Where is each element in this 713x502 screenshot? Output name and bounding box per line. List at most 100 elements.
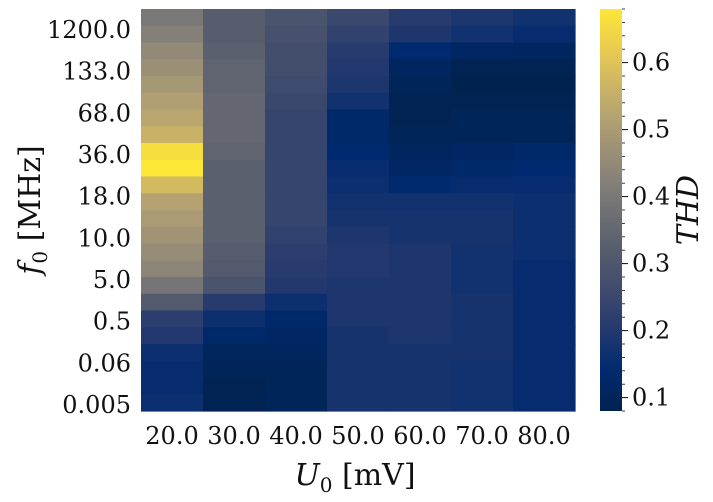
heatmap-cell <box>451 243 514 261</box>
heatmap-cell <box>141 126 204 144</box>
heatmap-cell <box>513 59 576 77</box>
y-tick-label: 68.0 <box>78 99 131 127</box>
heatmap-cell <box>141 25 204 44</box>
heatmap-cell <box>389 360 452 379</box>
heatmap-cell <box>327 126 390 144</box>
heatmap-cell <box>327 143 390 161</box>
heatmap-cell <box>451 42 514 60</box>
heatmap-cell <box>513 76 576 94</box>
heatmap-cells <box>141 9 576 412</box>
heatmap-cell <box>389 9 452 27</box>
heatmap-cell <box>327 193 390 211</box>
heatmap-cell <box>265 344 328 362</box>
y-tick-labels: 1200.0 133.0 68.0 36.0 18.0 10.0 5.0 0.5 0.06 0.0… <box>47 16 131 419</box>
heatmap-cell <box>389 260 452 278</box>
heatmap-cell <box>451 310 514 328</box>
heatmap-cell <box>141 193 204 211</box>
heatmap-cell <box>327 293 390 312</box>
y-tick-label: 0.06 <box>78 349 131 377</box>
x-tick-label: 20.0 <box>145 422 198 450</box>
heatmap-cell <box>451 394 514 412</box>
heatmap-cell <box>389 277 452 295</box>
heatmap-cell <box>141 260 204 278</box>
heatmap-cell <box>141 109 204 127</box>
y-tick-label: 18.0 <box>78 183 131 211</box>
heatmap-cell <box>203 377 266 395</box>
heatmap-cell <box>451 59 514 77</box>
heatmap-cell <box>389 293 452 312</box>
x-axis-label-main: U <box>294 458 321 493</box>
heatmap-cell <box>203 143 266 161</box>
heatmap-cell <box>451 277 514 295</box>
heatmap-cell <box>265 210 328 228</box>
heatmap-cell <box>389 176 452 194</box>
heatmap-cell <box>327 25 390 44</box>
heatmap-cell <box>389 59 452 77</box>
heatmap-cell <box>513 260 576 278</box>
heatmap-cell <box>265 327 328 345</box>
heatmap-cell <box>265 360 328 379</box>
colorbar-tick-label: 0.4 <box>632 183 670 211</box>
heatmap-cell <box>513 277 576 295</box>
heatmap-cell <box>327 59 390 77</box>
heatmap-cell <box>451 92 514 111</box>
heatmap-cell <box>389 310 452 328</box>
heatmap-cell <box>513 377 576 395</box>
heatmap-cell <box>389 42 452 60</box>
heatmap-cell <box>141 344 204 362</box>
heatmap-cell <box>513 126 576 144</box>
heatmap-cell <box>389 143 452 161</box>
heatmap-cell <box>141 377 204 395</box>
heatmap-cell <box>141 277 204 295</box>
colorbar-tick-label: 0.1 <box>632 384 670 412</box>
heatmap-cell <box>265 126 328 144</box>
heatmap-cell <box>203 344 266 362</box>
y-tick-label: 10.0 <box>78 224 131 252</box>
y-tick-label: 1200.0 <box>47 16 131 44</box>
heatmap-cell <box>389 226 452 245</box>
heatmap-cell <box>141 42 204 60</box>
heatmap-cell <box>265 243 328 261</box>
heatmap-cell <box>513 327 576 345</box>
heatmap-cell <box>513 210 576 228</box>
heatmap-cell <box>203 277 266 295</box>
heatmap-cell <box>265 176 328 194</box>
heatmap-cell <box>141 76 204 94</box>
heatmap-cell <box>389 243 452 261</box>
heatmap-cell <box>265 42 328 60</box>
heatmap-cell <box>327 9 390 27</box>
heatmap-cell <box>265 310 328 328</box>
heatmap-cell <box>141 210 204 228</box>
heatmap-cell <box>265 109 328 127</box>
heatmap-cell <box>203 159 266 178</box>
heatmap-cell <box>513 176 576 194</box>
heatmap-cell <box>203 176 266 194</box>
heatmap-cell <box>141 360 204 379</box>
heatmap-cell <box>451 260 514 278</box>
x-axis-label-unit: [mV] <box>332 458 415 493</box>
heatmap-cell <box>389 25 452 44</box>
heatmap-cell <box>141 92 204 111</box>
colorbar-label: THD <box>671 175 706 245</box>
heatmap-cell <box>203 25 266 44</box>
y-tick-label: 0.005 <box>62 391 131 419</box>
y-tick-label: 0.5 <box>93 308 131 336</box>
heatmap-cell <box>389 109 452 127</box>
heatmap-cell <box>451 193 514 211</box>
heatmap-cell <box>451 9 514 27</box>
heatmap-cell <box>389 159 452 178</box>
heatmap-cell <box>141 176 204 194</box>
colorbar-tick-label: 0.2 <box>632 317 670 345</box>
heatmap-cell <box>389 344 452 362</box>
x-axis-label: U0 [mV] <box>294 458 415 497</box>
heatmap-cell <box>513 42 576 60</box>
heatmap-cell <box>513 360 576 379</box>
y-axis-label: f0 [MHz] <box>13 145 52 276</box>
heatmap-cell <box>327 176 390 194</box>
heatmap-cell <box>389 377 452 395</box>
x-tick-labels: 20.0 30.0 40.0 50.0 60.0 70.0 80.0 <box>145 422 570 450</box>
heatmap-cell <box>451 76 514 94</box>
heatmap-cell <box>513 25 576 44</box>
heatmap-cell <box>451 109 514 127</box>
heatmap-cell <box>265 76 328 94</box>
